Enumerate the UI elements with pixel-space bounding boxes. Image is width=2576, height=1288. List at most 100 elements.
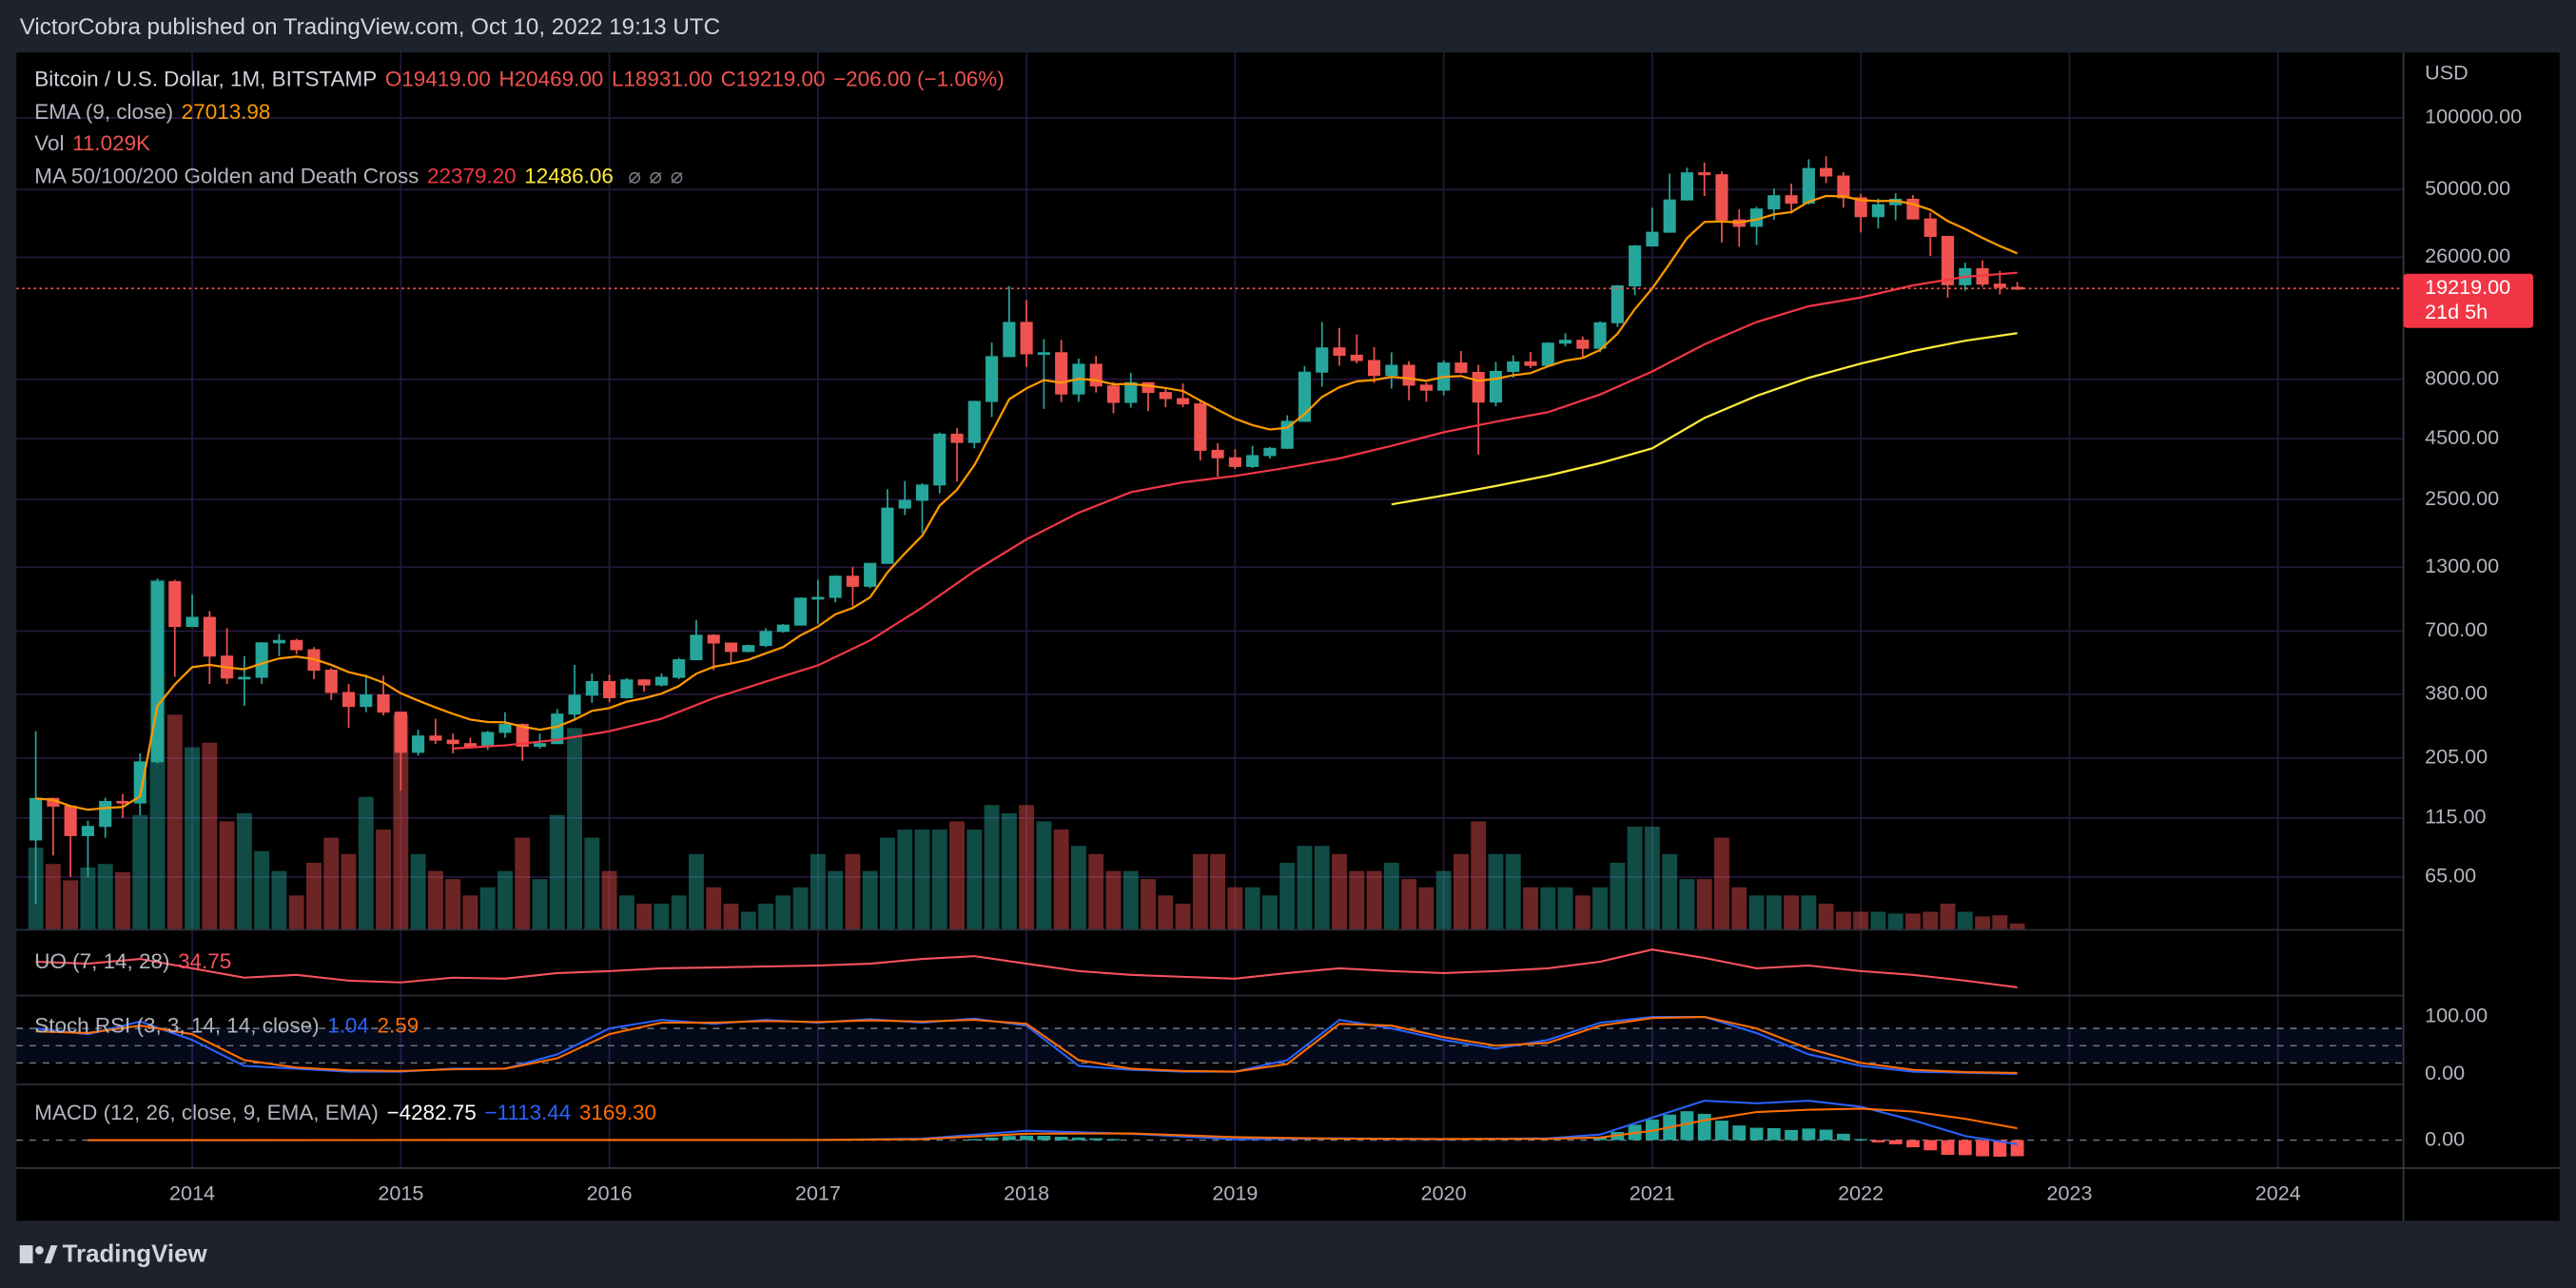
x-tick-label: 2024 xyxy=(2255,1181,2301,1204)
y-tick-label: 8000.00 xyxy=(2425,365,2499,389)
volume-bar xyxy=(1748,895,1765,930)
macd-histogram-bar xyxy=(1054,1137,1068,1141)
candle-body xyxy=(203,616,216,657)
candle-body xyxy=(1263,447,1277,457)
volume-bar xyxy=(1279,862,1296,930)
legend-text: MA 50/100/200 Golden and Death Cross xyxy=(34,164,419,187)
volume-bar xyxy=(880,837,895,930)
y-tick-label: 2500.00 xyxy=(2425,486,2499,510)
volume-bar xyxy=(271,870,287,930)
volume-bar xyxy=(166,714,183,930)
countdown: 21d 5h xyxy=(2425,300,2488,323)
candle-body xyxy=(603,680,616,698)
legend-text: MACD (12, 26, close, 9, EMA, EMA) xyxy=(34,1101,379,1124)
macd-line xyxy=(88,1107,2018,1142)
candle-body xyxy=(759,631,772,647)
candle-body xyxy=(1680,172,1694,201)
y-tick-label: 0.00 xyxy=(2425,1126,2465,1150)
macd-histogram-bar xyxy=(1766,1127,1781,1141)
volume-bar xyxy=(462,895,478,930)
macd-histogram-bar xyxy=(1923,1140,1938,1151)
candle-body xyxy=(342,692,356,708)
indicator-line xyxy=(1391,332,2018,506)
volume-bar xyxy=(671,895,687,930)
volume-bar xyxy=(1940,903,1956,930)
volume-bar xyxy=(740,911,756,930)
volume-bar xyxy=(549,814,565,930)
candle-body xyxy=(1785,195,1798,205)
candle-body xyxy=(1610,285,1624,323)
macd-histogram-bar xyxy=(1732,1125,1747,1141)
candle-body xyxy=(1385,364,1398,377)
legend-text: −4282.75 xyxy=(387,1101,477,1124)
candle-body xyxy=(654,676,668,686)
candle-body xyxy=(64,805,77,836)
x-tick-label: 2020 xyxy=(1421,1181,1467,1204)
volume-bar xyxy=(1227,887,1243,930)
volume-bar xyxy=(515,837,531,930)
volume-bar xyxy=(636,903,653,930)
candle-body xyxy=(1037,352,1050,356)
macd-histogram-bar xyxy=(1089,1138,1103,1141)
volume-bar xyxy=(1192,853,1208,930)
candle-body xyxy=(185,616,199,628)
indicator-line xyxy=(453,271,2018,750)
brand-logo xyxy=(19,1245,58,1264)
x-tick-label: 2023 xyxy=(2046,1181,2092,1204)
candle-body xyxy=(568,694,581,715)
candle-body xyxy=(1593,322,1607,349)
macd-histogram-bar xyxy=(1976,1140,1989,1157)
candle-body xyxy=(272,639,285,644)
candle-body xyxy=(1055,352,1068,395)
volume-bar xyxy=(1175,903,1191,930)
candle-body xyxy=(463,743,477,748)
candle-body xyxy=(1923,218,1937,238)
volume-bar xyxy=(236,812,252,930)
x-tick-label: 2018 xyxy=(1004,1181,1049,1204)
candle-body xyxy=(637,679,651,686)
axis-unit: USD xyxy=(2425,60,2469,84)
volume-bar xyxy=(1818,903,1834,930)
volume-bar xyxy=(1766,895,1782,930)
publisher-line: VictorCobra published on TradingView.com… xyxy=(20,14,720,40)
volume-bar xyxy=(445,879,461,930)
macd-histogram-bar xyxy=(1819,1129,1833,1141)
candle-body xyxy=(116,800,129,804)
candle-body xyxy=(1368,360,1381,377)
volume-bar xyxy=(654,903,670,930)
volume-bar xyxy=(1731,887,1747,930)
volume-bar xyxy=(427,870,443,930)
candle-body xyxy=(1106,385,1121,403)
candle-body xyxy=(1177,398,1190,405)
candle-body xyxy=(915,484,929,501)
x-tick-label: 2016 xyxy=(587,1181,633,1204)
last-price-label: 19219.00 xyxy=(2425,275,2510,299)
volume-bar xyxy=(1261,895,1278,930)
candle-body xyxy=(1089,363,1103,387)
legend-text: ⌀ xyxy=(650,164,663,187)
legend-text: 2.59 xyxy=(378,1013,420,1037)
volume-bar xyxy=(1887,913,1903,930)
candle-body xyxy=(950,433,964,443)
candle-body xyxy=(620,679,634,698)
legend-text: EMA (9, close) xyxy=(34,100,173,124)
volume-bar xyxy=(1401,879,1417,930)
volume-bar xyxy=(1366,870,1382,930)
candle-body xyxy=(1159,392,1172,400)
macd-histogram-bar xyxy=(985,1137,999,1141)
volume-bar xyxy=(63,880,79,930)
macd-histogram-bar xyxy=(1106,1139,1121,1141)
candle-body xyxy=(1802,167,1815,205)
volume-bar xyxy=(862,870,878,930)
legend-text: −1113.44 xyxy=(484,1101,571,1124)
volume-bar xyxy=(132,814,148,930)
y-tick-label: 115.00 xyxy=(2425,805,2486,829)
candle-body xyxy=(776,624,790,633)
volume-bar xyxy=(288,895,304,930)
volume-bar xyxy=(358,796,374,930)
volume-bar xyxy=(1019,805,1035,930)
candle-body xyxy=(481,732,495,748)
volume-bar xyxy=(689,853,704,930)
legend-text: Stoch RSI (3, 3, 14, 14, close) xyxy=(34,1013,319,1037)
candle-body xyxy=(99,800,112,828)
